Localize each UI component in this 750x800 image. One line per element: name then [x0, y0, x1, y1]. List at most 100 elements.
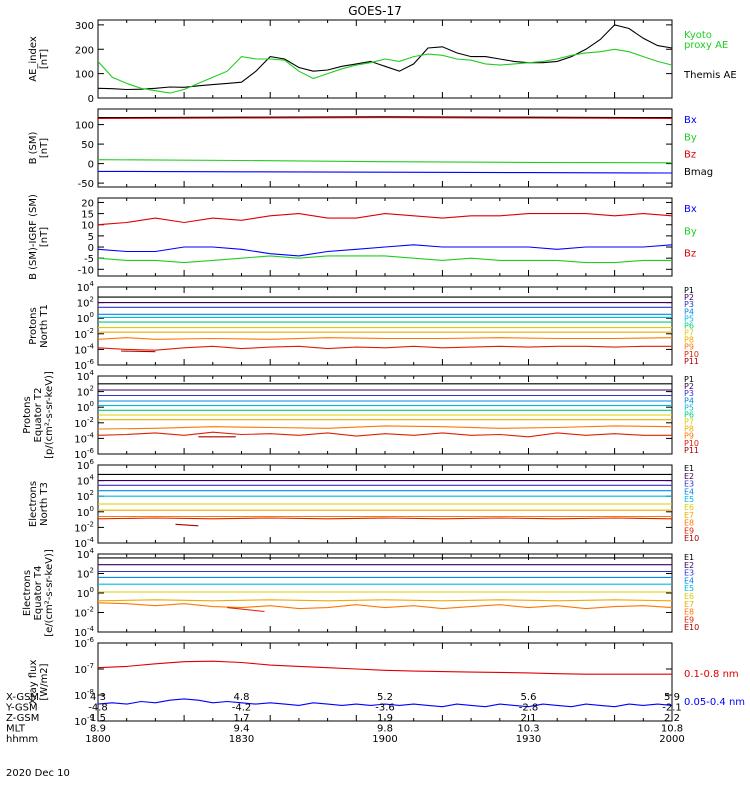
- y-axis-label: Equator T4: [33, 566, 44, 621]
- legend-label: Bx: [684, 204, 697, 215]
- legend-label: E9: [684, 615, 694, 624]
- axis-row-label: Y-GSM: [5, 703, 38, 714]
- axis-row-value: 2.2: [664, 713, 680, 724]
- y-axis-label: [e/(cm²-s-sr-keV)]: [44, 549, 55, 637]
- y-tick-label: 5: [88, 232, 94, 243]
- axis-row-value: 10.8: [661, 724, 683, 735]
- legend-label: P8: [684, 336, 694, 345]
- y-axis-label: [nT]: [39, 49, 50, 69]
- legend-label: E1: [684, 464, 694, 473]
- axis-row-value: -2.1: [662, 703, 682, 714]
- y-tick-label: 0: [88, 94, 94, 105]
- legend-label: P2: [684, 382, 694, 391]
- axis-row-value: -4.8: [88, 703, 108, 714]
- axis-row-value: 5.6: [521, 692, 537, 703]
- series-e8: [97, 602, 673, 610]
- y-tick-label: 100: [77, 400, 94, 414]
- legend-label: By: [684, 132, 697, 143]
- y-tick-label: 102: [77, 567, 94, 581]
- series-e10: [175, 523, 199, 527]
- legend-label: P3: [684, 389, 694, 398]
- panel-frame: [97, 197, 673, 277]
- panel-bsm: -50 0 50 100 B (SM) [nT] Bx By Bz Bmag: [28, 108, 713, 190]
- legend-label: By: [684, 226, 697, 237]
- series-p9: [97, 337, 673, 340]
- legend-label: P4: [684, 307, 694, 316]
- axis-row-value: 4.8: [234, 692, 250, 703]
- series-e9: [227, 607, 265, 613]
- y-tick-label: -5: [84, 254, 94, 265]
- y-tick-label: 100: [75, 121, 94, 132]
- axis-row-label: Z-GSM: [6, 713, 39, 724]
- legend-label: P2: [684, 293, 694, 302]
- y-tick-label: 10-4: [74, 431, 94, 445]
- y-tick-label: 300: [75, 21, 94, 32]
- legend-label: P10: [684, 350, 699, 359]
- legend-label: Bx: [684, 115, 697, 126]
- legend-label: 0.1-0.8 nm: [684, 669, 739, 680]
- y-axis-label: B (SM)-IGRF (SM): [28, 194, 39, 280]
- legend-label: E6: [684, 503, 694, 512]
- y-tick-label: 100: [75, 70, 94, 81]
- y-axis-label: Protons: [28, 307, 39, 344]
- legend-label: E7: [684, 600, 694, 609]
- legend-label: proxy AE: [684, 40, 728, 51]
- axis-row-label: hhmm: [6, 734, 38, 745]
- legend-label: E8: [684, 519, 694, 528]
- y-axis-label: [nT]: [39, 227, 50, 247]
- y-tick-label: 20: [81, 198, 94, 209]
- legend-label: 0.05-0.4 nm: [684, 697, 745, 708]
- y-tick-label: 100: [77, 586, 94, 600]
- legend-label: P9: [684, 343, 694, 352]
- series-e7: [97, 599, 673, 602]
- panel-frame: [97, 108, 673, 188]
- y-tick-label: 10-2: [74, 606, 94, 620]
- y-tick-label: 102: [77, 296, 94, 310]
- axis-row-label: MLT: [6, 724, 26, 735]
- y-axis-label: Xray flux: [28, 660, 39, 705]
- axis-row-value: 1900: [372, 734, 397, 745]
- y-tick-label: 50: [81, 140, 94, 151]
- series-p11: [120, 350, 156, 353]
- legend-label: P5: [684, 314, 694, 323]
- legend-label: E2: [684, 561, 694, 570]
- legend-label: Bmag: [684, 167, 713, 178]
- y-tick-label: 104: [77, 369, 95, 383]
- legend-label: P4: [684, 396, 694, 405]
- series-bz: [97, 117, 673, 119]
- y-tick-label: 10: [81, 221, 94, 232]
- y-axis-label: Electrons: [28, 481, 39, 527]
- y-tick-label: 104: [77, 547, 95, 561]
- legend-label: E7: [684, 511, 694, 520]
- y-tick-label: 10-4: [74, 342, 94, 356]
- legend-label: P10: [684, 439, 699, 448]
- y-tick-label: -50: [78, 179, 94, 190]
- legend-label: E5: [684, 495, 694, 504]
- series-p10: [97, 345, 672, 351]
- panel-frame: [97, 553, 673, 633]
- y-tick-label: 100: [77, 505, 94, 519]
- series-p9: [97, 425, 673, 430]
- legend-label: Themis AE: [683, 70, 737, 81]
- legend-label: Bz: [684, 249, 696, 260]
- legend-label: E8: [684, 608, 694, 617]
- y-axis-label: Electrons: [22, 570, 33, 616]
- legend-label: P11: [684, 357, 699, 366]
- y-tick-label: 104: [77, 280, 95, 294]
- legend-label: E5: [684, 584, 694, 593]
- y-tick-label: 15: [81, 210, 94, 221]
- panel-frame: [97, 286, 673, 366]
- y-axis-label: [nT]: [39, 138, 50, 158]
- y-tick-label: 10-7: [74, 662, 94, 676]
- axis-row-value: 9.4: [234, 724, 250, 735]
- legend-label: E3: [684, 480, 694, 489]
- axis-row-value: 1.7: [234, 713, 250, 724]
- y-tick-label: 10-2: [74, 416, 94, 430]
- legend-label: P11: [684, 446, 699, 455]
